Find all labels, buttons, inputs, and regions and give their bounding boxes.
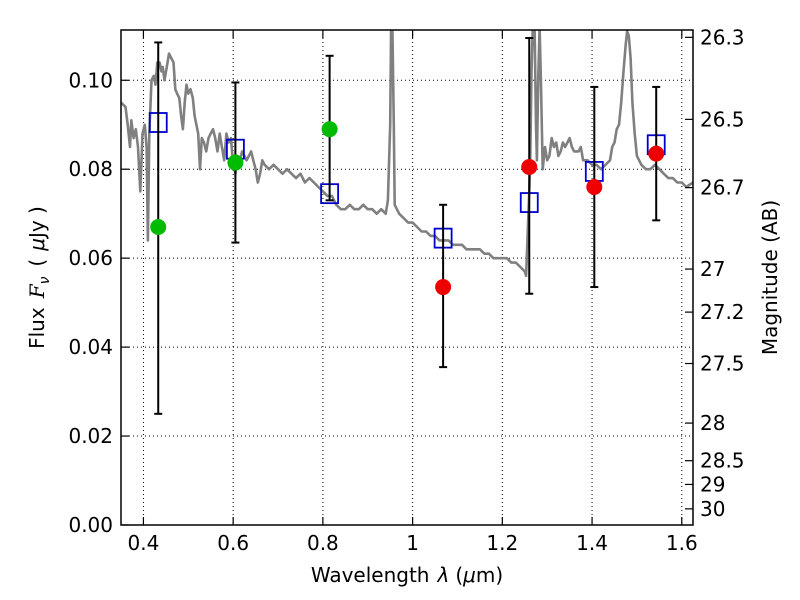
y-tick-label: 0.06 [68, 246, 113, 270]
x-tick-label: 0.6 [217, 531, 249, 555]
x-axis-label-unit-open: ( [455, 563, 463, 587]
x-tick-label: 1.4 [576, 531, 608, 555]
ticks-layer: 0.4 0.6 0.8 1 1.2 1.4 1.6 0.00 0.02 0.04 0.06 0.08 0… [68, 25, 744, 555]
observed-flux-green-dot [227, 154, 244, 171]
spectrum-line [121, 30, 693, 278]
observed-flux-green-dot [321, 121, 338, 138]
x-tick-label: 1 [406, 531, 419, 555]
y2-tick-label: 27.5 [700, 352, 745, 376]
observed-flux-green-dot [150, 219, 167, 236]
y-tick-label: 0.10 [68, 68, 113, 92]
y-axis-label-unit-rest: Jy ) [25, 206, 49, 240]
y2-tick-label: 28.5 [700, 449, 745, 473]
x-axis-label: Wavelength λ (μm) [311, 563, 503, 587]
y-axis-label-symbol-nu: ν [37, 276, 53, 284]
x-tick-label: 1.2 [486, 531, 518, 555]
x-axis-label-unit-mu: μ [462, 563, 476, 587]
y2-tick-label: 27.2 [700, 300, 745, 324]
plot-clipped [121, 30, 693, 415]
x-tick-label: 1.6 [666, 531, 698, 555]
y-axis-label-symbol-f: F [25, 283, 49, 299]
y2-tick-label: 28 [700, 411, 725, 435]
x-axis-label-symbol: λ [436, 563, 449, 587]
plot-layer [121, 30, 693, 415]
y2-tick-label: 30 [700, 497, 725, 521]
y2-tick-label: 27 [700, 257, 725, 281]
y-tick-label: 0.00 [68, 513, 113, 537]
observed-flux-red-dot [586, 178, 603, 195]
y2-axis-label: Magnitude (AB) [758, 200, 782, 355]
y2-tick-label: 29 [700, 472, 725, 496]
observed-flux-red-dot [648, 145, 665, 162]
observed-flux-red-dot [521, 158, 538, 175]
y2-tick-label: 26.5 [700, 107, 745, 131]
observed-flux-red-dot [435, 279, 452, 296]
y-axis-label-unit-open: ( [25, 259, 49, 267]
y-axis-label-text: Flux [25, 307, 49, 349]
x-axis-label-text: Wavelength [311, 563, 430, 587]
x-axis-label-unit-rest: m) [476, 563, 503, 587]
x-tick-label: 0.4 [128, 531, 160, 555]
x-tick-label: 0.8 [307, 531, 339, 555]
grid-layer [121, 30, 693, 526]
plot-frame [120, 29, 694, 526]
y-tick-label: 0.02 [68, 424, 113, 448]
y2-tick-label: 26.3 [700, 25, 745, 49]
y-axis-label: Flux Fν ( μJy ) [25, 206, 53, 349]
y2-tick-label: 26.7 [700, 176, 745, 200]
y-axis-label-unit-mu: μ [25, 238, 49, 252]
y-tick-label: 0.04 [68, 335, 113, 359]
y-tick-label: 0.08 [68, 157, 113, 181]
